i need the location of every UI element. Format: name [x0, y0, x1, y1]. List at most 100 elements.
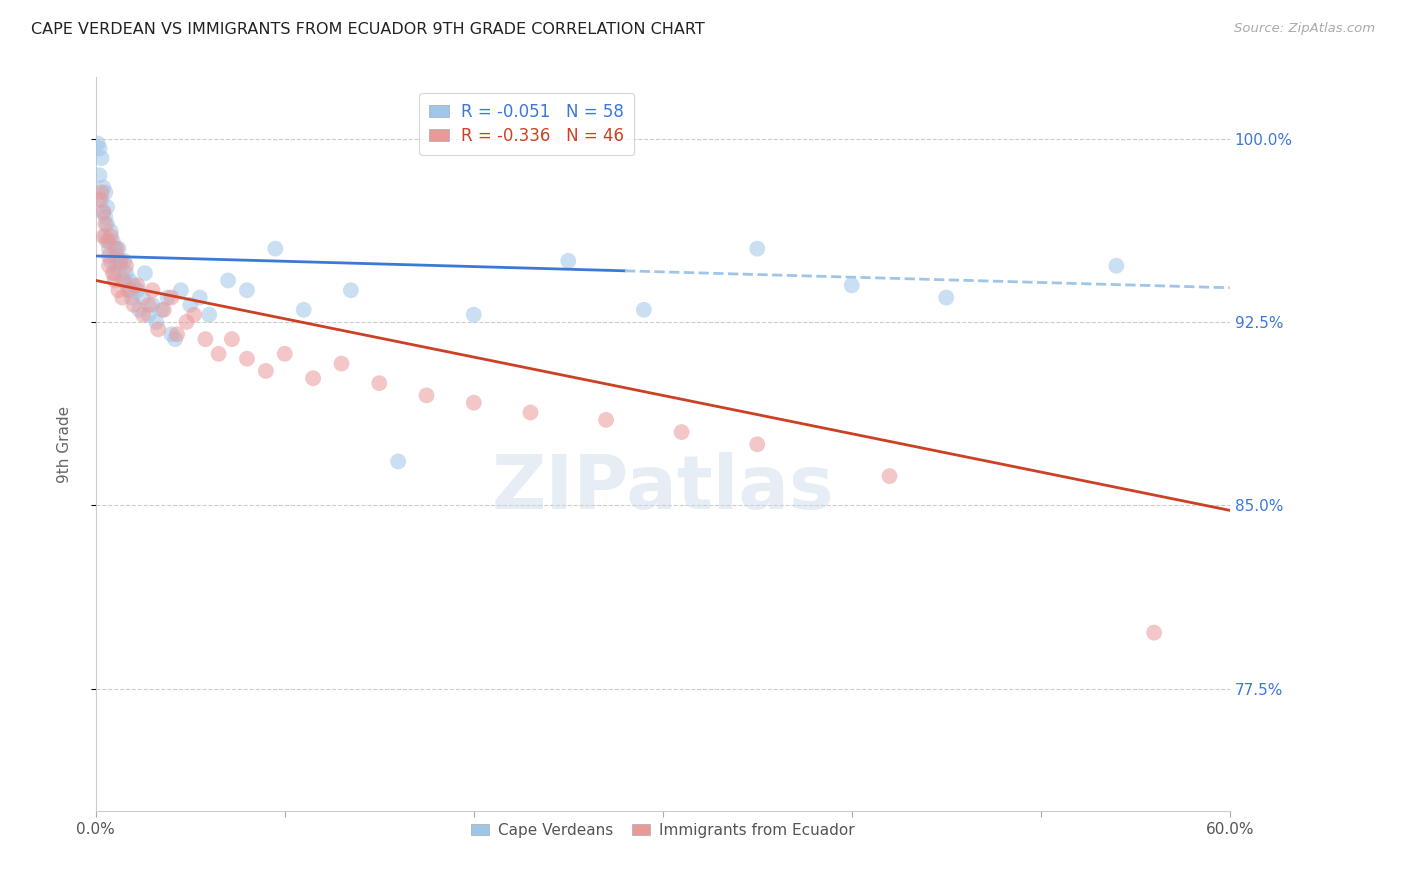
Point	[94, 186, 117, 200]
Point	[96, 235, 118, 249]
Point	[1105, 259, 1128, 273]
Point	[100, 253, 122, 268]
Point	[94, 217, 117, 231]
Point	[93, 205, 115, 219]
Point	[236, 351, 259, 366]
Point	[115, 266, 138, 280]
Point	[93, 229, 115, 244]
Point	[198, 308, 221, 322]
Point	[188, 291, 211, 305]
Point	[935, 291, 957, 305]
Point	[747, 242, 769, 256]
Text: Source: ZipAtlas.com: Source: ZipAtlas.com	[1234, 22, 1375, 36]
Point	[208, 347, 231, 361]
Point	[128, 302, 150, 317]
Legend: Cape Verdeans, Immigrants from Ecuador: Cape Verdeans, Immigrants from Ecuador	[464, 817, 860, 844]
Point	[100, 229, 122, 244]
Point	[302, 371, 325, 385]
Point	[110, 253, 132, 268]
Text: CAPE VERDEAN VS IMMIGRANTS FROM ECUADOR 9TH GRADE CORRELATION CHART: CAPE VERDEAN VS IMMIGRANTS FROM ECUADOR …	[31, 22, 704, 37]
Point	[176, 315, 198, 329]
Point	[127, 283, 149, 297]
Point	[141, 283, 163, 297]
Point	[100, 225, 122, 239]
Point	[112, 253, 135, 268]
Point	[156, 291, 179, 305]
Point	[183, 308, 205, 322]
Point	[107, 242, 129, 256]
Point	[112, 273, 135, 287]
Point	[134, 266, 156, 280]
Point	[105, 242, 128, 256]
Point	[111, 273, 134, 287]
Point	[94, 210, 117, 224]
Point	[93, 180, 115, 194]
Point	[93, 205, 115, 219]
Point	[101, 235, 124, 249]
Point	[86, 136, 108, 151]
Point	[94, 229, 117, 244]
Point	[165, 332, 187, 346]
Point	[217, 273, 239, 287]
Point	[150, 302, 173, 317]
Point	[387, 454, 409, 468]
Point	[166, 327, 188, 342]
Point	[105, 259, 128, 273]
Point	[89, 141, 111, 155]
Point	[110, 259, 132, 273]
Point	[221, 332, 243, 346]
Point	[101, 266, 124, 280]
Point	[104, 242, 127, 256]
Point	[463, 395, 485, 409]
Point	[633, 302, 655, 317]
Point	[463, 308, 485, 322]
Point	[132, 308, 155, 322]
Point	[138, 298, 160, 312]
Point	[160, 291, 183, 305]
Point	[138, 308, 160, 322]
Point	[98, 235, 121, 249]
Point	[274, 347, 297, 361]
Point	[519, 405, 541, 419]
Point	[747, 437, 769, 451]
Point	[89, 193, 111, 207]
Point	[132, 291, 155, 305]
Point	[557, 253, 579, 268]
Point	[121, 291, 143, 305]
Point	[104, 273, 127, 287]
Point	[146, 322, 169, 336]
Point	[115, 259, 138, 273]
Point	[90, 151, 112, 165]
Point	[179, 298, 201, 312]
Point	[236, 283, 259, 297]
Point	[170, 283, 193, 297]
Point	[368, 376, 391, 391]
Point	[122, 298, 145, 312]
Y-axis label: 9th Grade: 9th Grade	[58, 406, 72, 483]
Point	[96, 200, 118, 214]
Point	[96, 217, 118, 231]
Point	[118, 273, 141, 287]
Point	[160, 327, 183, 342]
Point	[1143, 625, 1166, 640]
Point	[330, 357, 353, 371]
Point	[107, 283, 129, 297]
Point	[415, 388, 437, 402]
Point	[141, 298, 163, 312]
Point	[254, 364, 277, 378]
Point	[127, 278, 149, 293]
Point	[145, 315, 167, 329]
Point	[292, 302, 315, 317]
Point	[264, 242, 287, 256]
Point	[98, 259, 121, 273]
Point	[841, 278, 863, 293]
Point	[111, 291, 134, 305]
Text: ZIPatlas: ZIPatlas	[492, 452, 834, 524]
Point	[104, 266, 127, 280]
Point	[105, 249, 128, 263]
Point	[89, 168, 111, 182]
Point	[118, 283, 141, 297]
Point	[98, 242, 121, 256]
Point	[90, 186, 112, 200]
Point	[671, 425, 693, 439]
